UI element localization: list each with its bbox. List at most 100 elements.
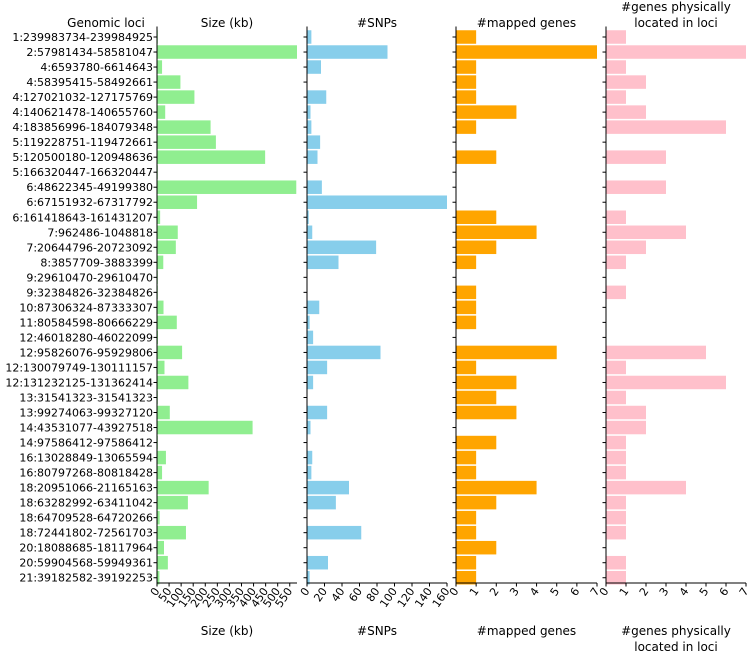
bar-size — [157, 300, 164, 315]
bar-snps — [307, 225, 313, 240]
bar-mapped — [456, 435, 497, 450]
category-label: 18:20951066-21165163 — [19, 482, 153, 495]
x-tick-label: 120 — [395, 585, 418, 610]
bar-size — [157, 465, 163, 480]
bar-snps — [307, 105, 311, 119]
bar-snps — [307, 330, 314, 345]
bar-size — [157, 495, 188, 510]
x-tick-label: 140 — [412, 585, 435, 610]
category-label: 8:3857709-3883399 — [40, 256, 153, 269]
bar-physical — [606, 345, 706, 360]
category-label: 4:127021032-127175769 — [12, 91, 153, 104]
bar-mapped — [456, 90, 477, 104]
bar-physical — [606, 75, 646, 89]
category-label: 18:72441802-72561703 — [19, 527, 153, 540]
x-tick-label: 40 — [329, 585, 348, 604]
bar-mapped — [456, 300, 477, 315]
category-label: 18:63282992-63411042 — [19, 497, 153, 510]
bar-size — [157, 540, 164, 555]
bar-physical — [606, 435, 626, 450]
x-tick-label: 5 — [697, 585, 712, 598]
panel-title: #mapped genes — [477, 16, 576, 30]
x-tick-label: 1 — [617, 585, 632, 598]
x-tick-label: 2 — [637, 585, 652, 598]
category-label: 13:99274063-99327120 — [19, 407, 153, 420]
bar-size — [157, 555, 168, 570]
bar-snps — [307, 555, 328, 570]
category-label: 1:239983734-239984925 — [12, 31, 153, 44]
bar-physical — [606, 45, 746, 59]
category-label: 16:80797268-80818428 — [19, 467, 153, 480]
category-label: 5:119228751-119472661 — [12, 136, 153, 149]
bar-snps — [307, 255, 339, 270]
category-label: 5:166320447-166320447 — [12, 166, 153, 179]
x-tick-label: 100 — [377, 585, 400, 610]
bar-physical — [606, 375, 726, 390]
bar-snps — [307, 210, 309, 224]
category-label: 7:20644796-20723092 — [26, 241, 153, 254]
bar-snps — [307, 300, 320, 315]
row-header-genomic-loci: Genomic loci — [67, 16, 145, 30]
category-label: 6:48622345-49199380 — [26, 181, 153, 194]
category-label: 4:6593780-6614643 — [40, 61, 153, 74]
bar-size — [157, 135, 216, 149]
bar-snps — [307, 90, 327, 104]
x-tick-label: 3 — [507, 585, 522, 598]
category-label: 4:58395415-58492661 — [26, 76, 153, 89]
bar-snps — [307, 240, 377, 255]
bar-mapped — [456, 45, 597, 59]
bar-mapped — [456, 525, 477, 540]
x-tick-label: 4 — [527, 585, 542, 598]
x-axis-label: #SNPs — [357, 624, 397, 638]
panel-title: #genes physically — [621, 0, 731, 14]
bar-size — [157, 195, 198, 209]
bar-physical — [606, 465, 626, 480]
bar-physical — [606, 60, 626, 74]
bar-size — [157, 315, 177, 330]
bar-mapped — [456, 210, 497, 224]
bar-physical — [606, 105, 646, 119]
bar-snps — [307, 495, 336, 510]
bar-mapped — [456, 60, 477, 74]
category-label: 9:32384826-32384826 — [26, 286, 153, 299]
bar-snps — [307, 420, 311, 435]
category-label: 4:140621478-140655760 — [12, 106, 153, 119]
panel-title: located in loci — [634, 16, 718, 30]
x-tick-label: 1 — [467, 585, 482, 598]
bar-mapped — [456, 255, 477, 270]
category-label: 21:39182582-39192253 — [19, 572, 153, 585]
category-label: 6:161418643-161431207 — [12, 211, 153, 224]
bar-physical — [606, 360, 626, 375]
bar-mapped — [456, 510, 477, 525]
bar-physical — [606, 525, 626, 540]
bar-size — [157, 90, 195, 104]
bar-snps — [307, 195, 447, 209]
bar-size — [157, 450, 166, 465]
panel-title: Size (kb) — [201, 16, 253, 30]
bar-snps — [307, 360, 328, 375]
row-labels: 1:239983734-239984925 2:57981434-58581047… — [5, 31, 153, 585]
bar-snps — [307, 405, 328, 420]
bar-size — [157, 210, 161, 224]
bar-snps — [307, 30, 312, 44]
bar-size — [157, 525, 186, 540]
bar-physical — [606, 555, 626, 570]
bar-snps — [307, 315, 310, 330]
bar-snps — [307, 465, 312, 480]
bar-mapped — [456, 540, 497, 555]
bar-physical — [606, 225, 686, 240]
bar-size — [157, 345, 183, 360]
bar-snps — [307, 450, 313, 465]
bar-size — [157, 480, 209, 495]
bar-mapped — [456, 450, 477, 465]
bar-physical — [606, 420, 646, 435]
bar-snps — [307, 525, 362, 540]
category-label: 12:131232125-131362414 — [5, 376, 153, 389]
bar-snps — [307, 345, 381, 360]
bar-mapped — [456, 315, 477, 330]
bar-snps — [307, 120, 312, 134]
bar-mapped — [456, 495, 497, 510]
